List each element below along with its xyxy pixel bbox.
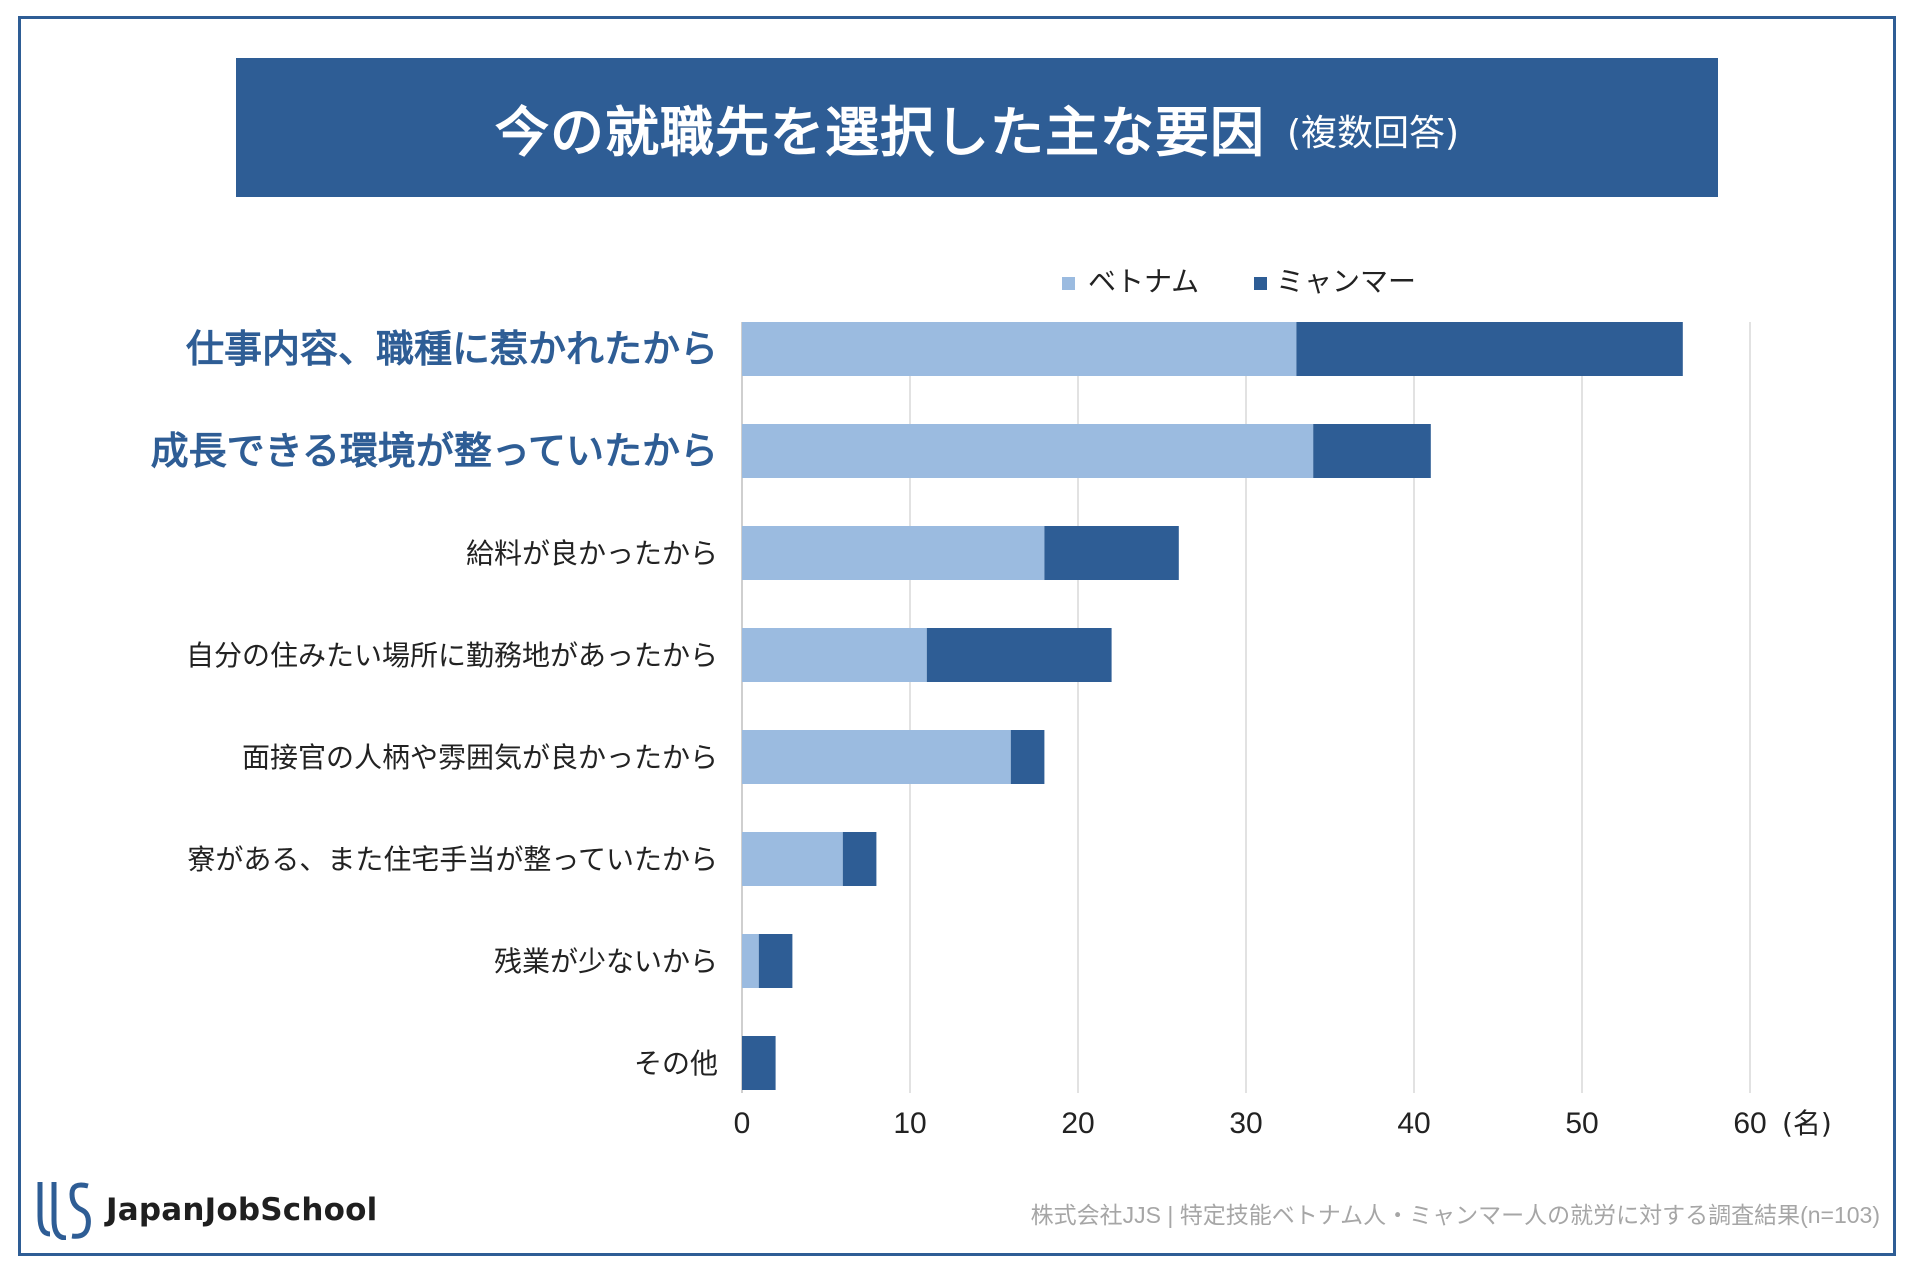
x-tick-label: 10 [893, 1107, 926, 1140]
bar-myanmar [742, 1036, 776, 1090]
x-tick-label: 30 [1229, 1107, 1262, 1140]
bar-vietnam [742, 832, 843, 886]
category-label: 寮がある、また住宅手当が整っていたから [187, 843, 718, 876]
category-label: 面接官の人柄や雰囲気が良かったから [242, 741, 718, 774]
bar-myanmar [1296, 322, 1683, 376]
bar-vietnam [742, 730, 1011, 784]
category-label: 自分の住みたい場所に勤務地があったから [186, 639, 718, 672]
category-label: 仕事内容、職種に惹かれたから [186, 327, 718, 371]
x-tick-label: 0 [734, 1107, 751, 1140]
x-tick-label: 40 [1397, 1107, 1430, 1140]
bar-vietnam [742, 322, 1297, 376]
footer-source: 株式会社JJS | 特定技能ベトナム人・ミャンマー人の就労に対する調査結果(n=… [1030, 1202, 1880, 1228]
category-label: 成長できる環境が整っていたから [151, 429, 718, 473]
x-unit-label: (名) [1782, 1107, 1832, 1140]
bar-vietnam [742, 424, 1314, 478]
x-tick-label: 60 [1733, 1107, 1766, 1140]
bar-myanmar [842, 832, 877, 886]
chart-title: 今の就職先を選択した主な要因 [494, 101, 1265, 164]
bar-vietnam [742, 526, 1045, 580]
bar-myanmar [1044, 526, 1179, 580]
bar-vietnam [742, 934, 759, 988]
x-tick-label: 50 [1565, 1107, 1598, 1140]
bar-myanmar [926, 628, 1112, 682]
brand-name: JapanJobSchool [106, 1192, 378, 1228]
category-label: 残業が少ないから [494, 945, 718, 978]
brand-logo: JapanJobSchool [36, 1180, 377, 1240]
bar-myanmar [1313, 424, 1431, 478]
jjs-logo-icon [37, 1182, 91, 1240]
category-label: その他 [634, 1047, 718, 1080]
chart-subtitle: (複数回答) [1286, 112, 1460, 154]
bar-vietnam [742, 628, 927, 682]
x-tick-label: 20 [1061, 1107, 1094, 1140]
bar-myanmar [1010, 730, 1045, 784]
legend-swatch-vietnam [1062, 277, 1075, 290]
bar-myanmar [758, 934, 793, 988]
legend-label-myanmar: ミャンマー [1276, 265, 1416, 298]
category-label: 給料が良かったから [466, 537, 718, 570]
legend-swatch-myanmar [1254, 277, 1267, 290]
title-banner: 今の就職先を選択した主な要因 (複数回答) [236, 58, 1718, 197]
legend-label-vietnam: ベトナム [1088, 265, 1199, 298]
